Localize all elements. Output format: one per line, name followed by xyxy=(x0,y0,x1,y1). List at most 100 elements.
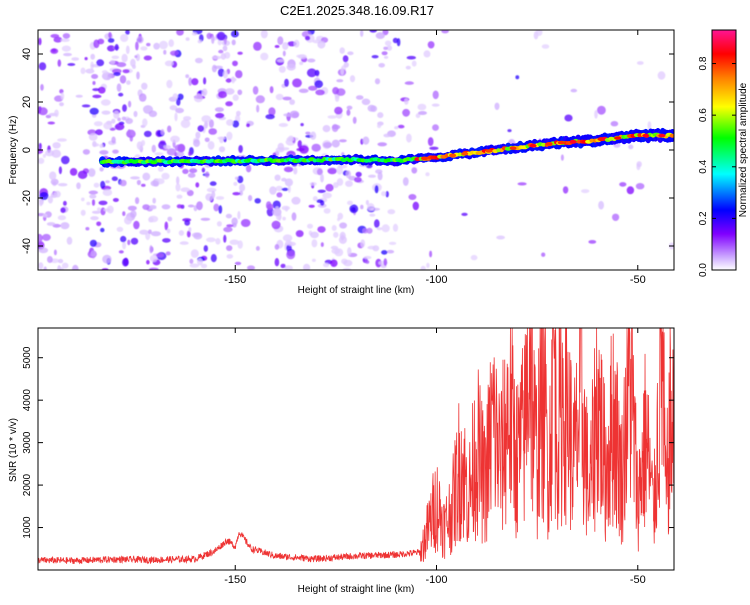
noise-blob xyxy=(369,213,376,217)
noise-blob xyxy=(291,212,297,221)
noise-blob xyxy=(392,223,399,232)
noise-blob xyxy=(39,201,43,207)
ridge-peak xyxy=(449,153,457,158)
noise-blob xyxy=(363,255,372,260)
noise-blob xyxy=(193,94,203,103)
noise-blob xyxy=(402,108,410,117)
noise-blob xyxy=(154,152,164,156)
noise-blob xyxy=(239,183,246,192)
noise-blob xyxy=(308,85,318,91)
noise-blob xyxy=(217,39,222,46)
noise-blob xyxy=(217,68,225,77)
noise-blob xyxy=(417,103,427,111)
noise-blob xyxy=(174,144,185,152)
noise-blob xyxy=(57,59,62,67)
ridge-peak xyxy=(642,133,650,138)
noise-blob xyxy=(148,110,158,118)
noise-blob xyxy=(108,31,112,39)
noise-blob xyxy=(167,125,172,133)
noise-blob xyxy=(54,109,59,118)
noise-blob xyxy=(80,67,86,75)
noise-blob xyxy=(291,196,301,205)
noise-blob xyxy=(381,191,387,197)
ridge-peak xyxy=(658,133,666,138)
noise-blob xyxy=(374,219,380,228)
noise-blob xyxy=(334,94,340,102)
noise-blob xyxy=(120,34,129,42)
noise-blob xyxy=(274,244,280,250)
noise-blob xyxy=(314,80,324,89)
noise-blob xyxy=(222,45,228,52)
noise-blob xyxy=(541,252,546,257)
noise-blob xyxy=(256,104,260,113)
noise-blob xyxy=(286,244,292,252)
noise-blob xyxy=(61,45,71,52)
noise-blob xyxy=(149,245,153,254)
noise-blob xyxy=(57,215,66,221)
noise-blob xyxy=(383,46,388,50)
noise-blob xyxy=(180,119,191,129)
noise-blob xyxy=(636,61,644,65)
noise-blob xyxy=(85,227,90,231)
noise-blob xyxy=(58,258,64,264)
noise-blob xyxy=(153,42,160,50)
noise-blob xyxy=(299,145,309,154)
noise-blob xyxy=(386,249,395,254)
noise-blob xyxy=(339,139,347,143)
noise-blob xyxy=(38,62,47,71)
noise-blob xyxy=(189,258,194,264)
noise-blob xyxy=(90,250,97,257)
noise-blob xyxy=(47,121,55,125)
noise-blob xyxy=(109,127,116,131)
noise-blob xyxy=(281,187,289,191)
noise-blob xyxy=(116,226,124,232)
noise-blob xyxy=(217,136,226,140)
noise-blob xyxy=(59,102,64,107)
noise-blob xyxy=(370,105,378,112)
noise-blob xyxy=(260,30,268,39)
noise-blob xyxy=(216,31,226,41)
noise-blob xyxy=(205,171,210,178)
noise-blob xyxy=(307,223,313,229)
noise-blob xyxy=(286,63,296,71)
noise-blob xyxy=(427,41,435,49)
noise-blob xyxy=(150,231,161,237)
noise-blob xyxy=(95,129,103,136)
noise-blob xyxy=(252,86,259,95)
noise-blob xyxy=(100,207,106,216)
noise-blob xyxy=(53,190,61,198)
noise-blob xyxy=(369,30,377,33)
colorbar: 0.0 0.2 0.4 0.6 0.8 Normalized spectral ampl… xyxy=(698,29,749,277)
noise-blob xyxy=(338,235,347,244)
noise-blob xyxy=(225,88,235,95)
noise-blob xyxy=(218,146,226,153)
noise-blob xyxy=(40,84,44,91)
noise-blob xyxy=(42,153,47,158)
noise-blob xyxy=(225,213,232,219)
x-tick-label: -50 xyxy=(630,274,646,286)
noise-blob xyxy=(327,167,338,175)
noise-blob xyxy=(381,250,388,255)
spectrogram-y-ticks: -40 -20 0 20 40 xyxy=(21,48,674,254)
noise-blob xyxy=(211,190,216,199)
noise-blob xyxy=(385,191,389,198)
noise-blob xyxy=(496,235,505,240)
noise-blob xyxy=(85,68,95,74)
noise-blob xyxy=(43,266,47,270)
noise-blob xyxy=(148,217,154,223)
noise-blob xyxy=(67,63,76,66)
noise-blob xyxy=(184,219,191,226)
noise-blob xyxy=(427,137,434,147)
noise-blob xyxy=(246,123,251,128)
colorbar-label: Normalized spectral amplitude xyxy=(738,82,749,217)
noise-blob xyxy=(174,112,178,122)
noise-blob xyxy=(91,199,96,206)
noise-blob xyxy=(429,250,433,258)
noise-blob xyxy=(191,32,198,36)
noise-blob xyxy=(282,216,286,221)
noise-blob xyxy=(136,179,141,186)
noise-blob xyxy=(286,250,296,260)
noise-blob xyxy=(101,72,112,81)
noise-blob xyxy=(92,81,96,85)
